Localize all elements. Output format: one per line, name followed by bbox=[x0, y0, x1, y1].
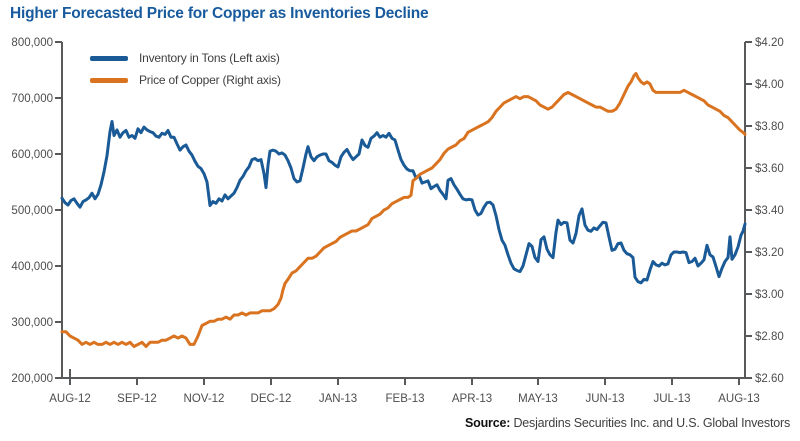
legend-label-price: Price of Copper (Right axis) bbox=[139, 73, 281, 87]
right-axis-tick-label: $3.00 bbox=[755, 289, 784, 301]
x-axis-tick-label: JUN-13 bbox=[586, 393, 625, 405]
left-axis-tick-label: 200,000 bbox=[11, 373, 53, 385]
chart-title: Higher Forecasted Price for Copper as In… bbox=[10, 5, 429, 22]
legend-item-price: Price of Copper (Right axis) bbox=[90, 69, 281, 91]
left-axis-tick-label: 700,000 bbox=[11, 93, 53, 105]
left-axis-tick-label: 300,000 bbox=[11, 317, 53, 329]
x-axis-tick-label: JUL-13 bbox=[653, 393, 690, 405]
right-axis-tick-label: $4.20 bbox=[755, 37, 784, 49]
right-axis-tick-label: $3.20 bbox=[755, 247, 784, 259]
right-axis-tick-label: $2.80 bbox=[755, 331, 784, 343]
right-axis-tick-label: $3.40 bbox=[755, 205, 784, 217]
legend-label-inventory: Inventory in Tons (Left axis) bbox=[139, 51, 280, 65]
x-axis-tick-label: MAY-13 bbox=[518, 393, 558, 405]
x-axis-tick-label: NOV-12 bbox=[184, 393, 225, 405]
left-axis-tick-label: 400,000 bbox=[11, 261, 53, 273]
inventory-line-swatch bbox=[90, 55, 128, 61]
price-line-swatch bbox=[90, 77, 128, 83]
right-axis-tick-label: $3.80 bbox=[755, 121, 784, 133]
left-axis-tick-label: 800,000 bbox=[11, 37, 53, 49]
legend: Inventory in Tons (Left axis) Price of C… bbox=[90, 47, 281, 91]
x-axis-tick-label: SEP-12 bbox=[117, 393, 157, 405]
x-axis-tick-label: AUG-13 bbox=[718, 393, 760, 405]
left-axis-tick-label: 600,000 bbox=[11, 149, 53, 161]
source-note: Source: Desjardins Securities Inc. and U… bbox=[465, 416, 790, 430]
source-label: Source: bbox=[465, 416, 511, 430]
right-axis-tick-label: $4.00 bbox=[755, 79, 784, 91]
x-axis-tick-label: AUG-12 bbox=[49, 393, 91, 405]
x-axis-tick-label: DEC-12 bbox=[251, 393, 292, 405]
x-axis-tick-label: APR-13 bbox=[452, 393, 492, 405]
right-axis-tick-label: $3.60 bbox=[755, 163, 784, 175]
x-axis-tick-label: JAN-13 bbox=[319, 393, 357, 405]
legend-item-inventory: Inventory in Tons (Left axis) bbox=[90, 47, 281, 69]
x-axis-tick-label: FEB-13 bbox=[386, 393, 425, 405]
left-axis-tick-label: 500,000 bbox=[11, 205, 53, 217]
price-line bbox=[60, 72, 747, 348]
right-axis-tick-label: $2.60 bbox=[755, 373, 784, 385]
inventory-line bbox=[60, 120, 747, 285]
source-text: Desjardins Securities Inc. and U.S. Glob… bbox=[510, 416, 790, 430]
